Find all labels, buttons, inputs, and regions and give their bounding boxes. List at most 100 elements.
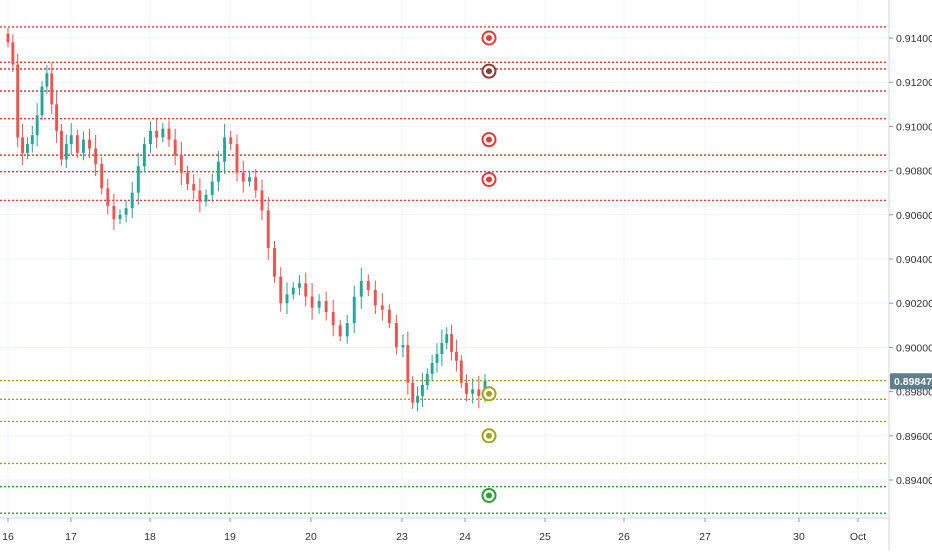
candle: [142, 137, 146, 173]
candle: [204, 189, 208, 207]
alert-marker[interactable]: [481, 132, 497, 148]
candle: [235, 134, 239, 182]
time-tick-label: 27: [699, 531, 711, 543]
candle: [55, 90, 59, 143]
candle-body: [279, 276, 283, 304]
alert-marker-dot: [486, 176, 492, 183]
candle: [30, 125, 34, 153]
candle-body: [186, 172, 189, 184]
candle-body: [30, 135, 34, 145]
candle: [359, 267, 363, 309]
candle-body: [338, 325, 342, 337]
candle: [100, 157, 104, 195]
candle: [94, 135, 98, 177]
candle: [380, 293, 384, 321]
candle-body: [130, 192, 134, 209]
alert-marker[interactable]: [481, 30, 497, 46]
candle: [291, 282, 295, 300]
candle-body: [94, 148, 98, 164]
candle-body: [366, 281, 370, 290]
alert-marker[interactable]: [481, 171, 497, 187]
time-tick-label: 24: [459, 531, 471, 543]
candle: [45, 65, 49, 94]
time-tick-label: 17: [65, 531, 77, 543]
candle: [317, 294, 321, 314]
price-tick-label: 0.89600: [896, 431, 932, 443]
time-axis[interactable]: 16 17 18 19 20 23 24 25 26 27 30 Oct: [0, 517, 889, 543]
time-tick-label: Oct: [850, 531, 866, 543]
price-tick-label: 0.90600: [896, 210, 932, 222]
candle: [273, 241, 276, 283]
candle-body: [298, 283, 301, 288]
candle: [366, 274, 370, 297]
candle-body: [11, 42, 15, 65]
candle-body: [6, 33, 10, 43]
candle: [445, 327, 449, 350]
alert-marker[interactable]: [481, 386, 497, 402]
candle-body: [229, 137, 233, 145]
candle-body: [35, 115, 39, 136]
candle: [210, 173, 214, 203]
candle-body: [324, 300, 328, 313]
last-price-tag-bg: [890, 373, 932, 390]
time-tick-label: 20: [305, 531, 317, 543]
candle: [229, 130, 233, 151]
candle: [112, 193, 116, 231]
candle: [248, 171, 251, 187]
candle: [260, 179, 264, 221]
candle-body: [106, 188, 110, 206]
candle: [394, 314, 398, 355]
price-tick-label: 0.90800: [896, 166, 932, 178]
candle-body: [331, 312, 335, 326]
alert-marker-dot: [486, 492, 492, 499]
candle: [241, 160, 245, 193]
candle: [254, 169, 258, 198]
candle: [373, 280, 377, 314]
alert-marker-dot: [486, 68, 492, 75]
candle: [35, 103, 39, 147]
time-tick-label: 16: [2, 531, 14, 543]
candle-body: [40, 86, 44, 116]
alert-marker[interactable]: [481, 487, 497, 503]
candle-body: [142, 144, 146, 167]
alert-marker[interactable]: [481, 63, 497, 79]
candle: [64, 134, 68, 169]
price-axis[interactable]: 0.91400 0.91200 0.91000 0.90800 0.90600 0.904…: [888, 0, 932, 550]
price-tick-label: 0.89400: [896, 475, 932, 487]
price-tick-label: 0.91400: [896, 33, 932, 45]
candle: [50, 62, 54, 115]
candle: [420, 372, 424, 407]
candle-body: [100, 163, 104, 189]
candle-body: [210, 181, 214, 195]
candle: [285, 282, 289, 315]
candle-body: [173, 139, 177, 156]
candle-body: [112, 205, 116, 220]
candle: [75, 129, 79, 158]
candle: [450, 324, 454, 361]
candle-body: [155, 130, 159, 138]
candle-body: [425, 373, 429, 385]
candle: [69, 123, 73, 156]
candle: [338, 319, 342, 342]
candle-body: [241, 172, 245, 182]
alert-marker[interactable]: [481, 428, 497, 444]
candle-body: [254, 177, 258, 191]
candle-body: [450, 334, 454, 352]
time-tick-label: 19: [224, 531, 236, 543]
candle: [118, 209, 122, 225]
candle-body: [440, 342, 444, 355]
candle-body: [75, 135, 79, 153]
candle-body: [124, 208, 128, 215]
candle-body: [411, 382, 415, 403]
candle: [11, 34, 15, 72]
candle-body: [471, 389, 475, 394]
candle-body: [445, 334, 449, 343]
candle: [425, 368, 429, 390]
candle-body: [161, 128, 165, 138]
alert-marker-dot: [486, 35, 492, 41]
candle-body: [477, 389, 481, 397]
candle-body: [192, 183, 196, 191]
candle: [416, 386, 420, 412]
